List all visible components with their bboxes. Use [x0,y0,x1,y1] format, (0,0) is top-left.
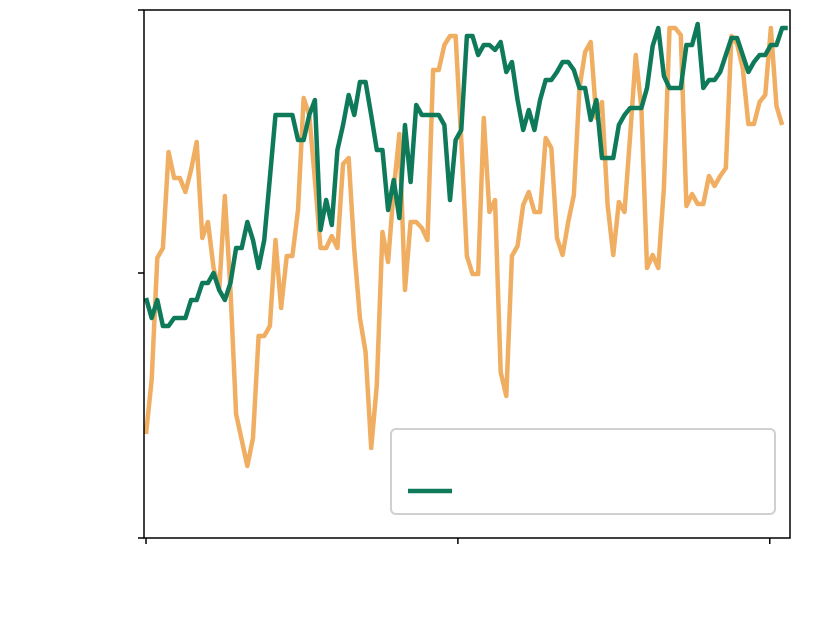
series-line [143,25,785,469]
plot-frame [143,9,791,539]
legend-box [390,428,776,515]
series-line [143,21,788,329]
